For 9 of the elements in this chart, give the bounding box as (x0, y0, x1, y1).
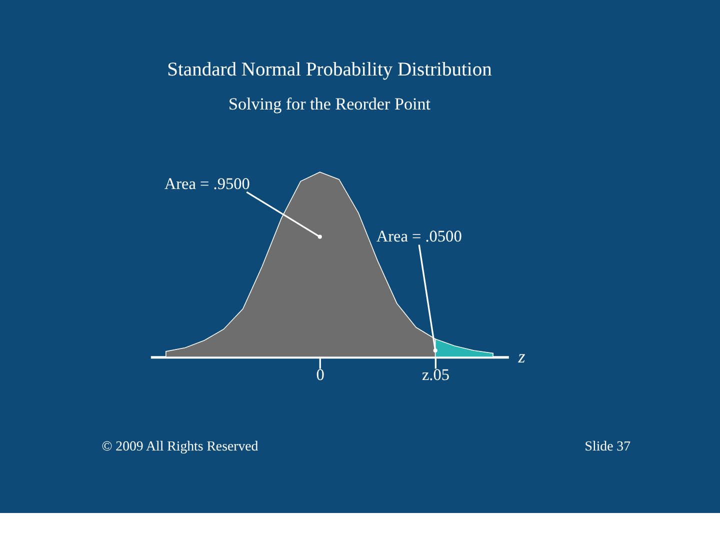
annotation: Area = .0500 (376, 227, 462, 246)
text: Slide 37 (584, 438, 631, 454)
chart-title: Standard Normal Probability Distribution (167, 59, 492, 80)
x-axis-title: z (517, 346, 526, 367)
text: © 2009 All Rights Reserved (102, 438, 258, 454)
chart-subtitle: Solving for the Reorder Point (228, 94, 431, 114)
annotation: Area = .9500 (164, 174, 250, 193)
x-tick-label: z.05 (422, 366, 450, 384)
x-tick-label: 0 (316, 366, 324, 384)
